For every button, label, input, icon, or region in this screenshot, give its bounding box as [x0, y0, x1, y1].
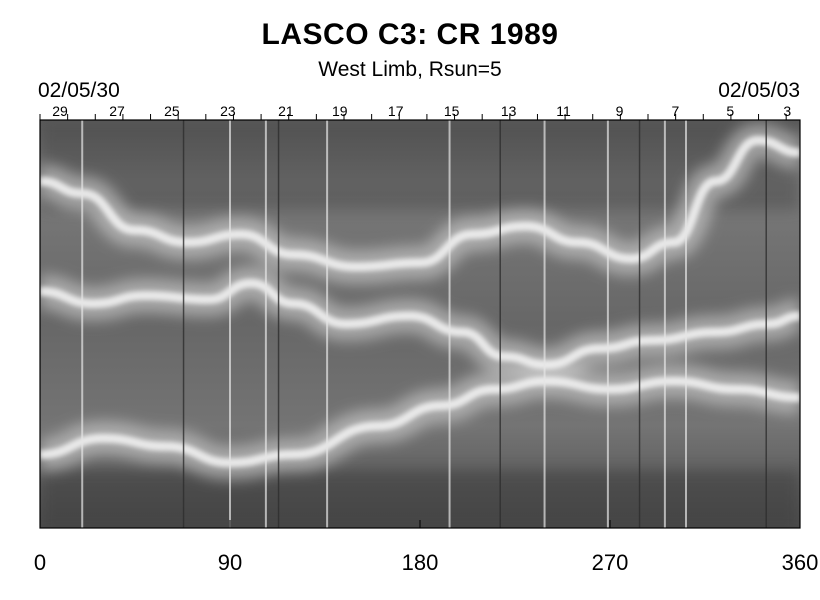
top-day-label: 27	[109, 103, 125, 119]
bottom-longitude-axis: 0 90 180 270 360	[34, 520, 818, 575]
chart-subtitle: West Limb, Rsun=5	[318, 58, 502, 81]
top-day-label: 7	[672, 103, 680, 119]
top-day-label: 15	[444, 103, 460, 119]
top-day-label: 13	[501, 103, 517, 119]
streamer-band	[40, 278, 800, 370]
top-day-label: 29	[52, 103, 68, 119]
top-day-label: 9	[616, 103, 624, 119]
top-day-label: 3	[783, 103, 791, 119]
start-date-label: 02/05/30	[38, 79, 120, 102]
bottom-tick-label: 360	[782, 550, 819, 575]
top-day-label: 19	[332, 103, 348, 119]
top-day-label: 25	[164, 103, 180, 119]
streamer-band	[40, 135, 800, 272]
chart-title: LASCO C3: CR 1989	[261, 18, 559, 51]
bottom-tick-label: 90	[218, 550, 242, 575]
bottom-tick-label: 0	[34, 550, 46, 575]
top-date-axis: 29 27 25 23 21 19 17 15 13 11 9 7 5 3	[39, 103, 791, 120]
streamer-band	[40, 376, 800, 468]
bottom-tick-label: 270	[592, 550, 629, 575]
bottom-tick-label: 180	[402, 550, 439, 575]
top-day-label: 21	[278, 103, 294, 119]
end-date-label: 02/05/03	[718, 79, 800, 102]
top-day-label: 11	[556, 103, 571, 119]
plot-image	[40, 120, 800, 528]
top-day-label: 5	[726, 103, 734, 119]
top-day-label: 17	[388, 103, 404, 119]
top-day-label: 23	[220, 103, 236, 119]
